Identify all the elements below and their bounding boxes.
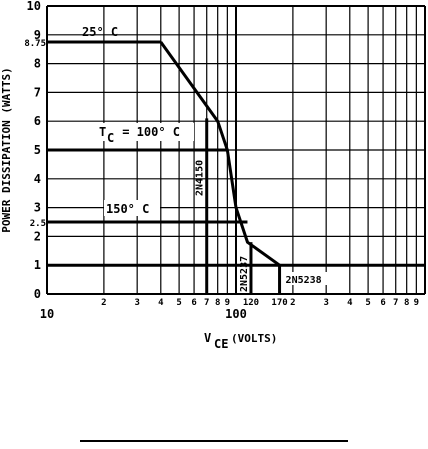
series-line bbox=[159, 41, 281, 267]
y-tick-label: 9 bbox=[34, 28, 41, 42]
x-tick-label: 5 bbox=[365, 298, 370, 308]
y-tick-label: 7 bbox=[34, 85, 41, 99]
x-tick-label: 7 bbox=[393, 298, 398, 308]
x-tick-label: 170 bbox=[271, 298, 287, 308]
y-tick-label: 1 bbox=[34, 258, 41, 272]
label-100c-bg bbox=[96, 123, 194, 141]
y-tick-label: 3 bbox=[34, 201, 41, 215]
x-tick-label: 6 bbox=[191, 298, 196, 308]
y-tick-label: 0 bbox=[34, 287, 41, 301]
y-tick-label: 6 bbox=[34, 114, 41, 128]
device-label-2n5237: 2N5237 bbox=[239, 256, 250, 292]
x-axis-label-v: V bbox=[204, 331, 211, 345]
x-tick-label: 100 bbox=[225, 307, 247, 321]
x-tick-label: 4 bbox=[158, 298, 164, 308]
label-100c-t: T bbox=[99, 125, 106, 139]
x-tick-label: 9 bbox=[414, 298, 419, 308]
y-axis-label: POWER DISSIPATION (WATTS) bbox=[0, 67, 13, 233]
label-25c: 25° C bbox=[82, 25, 118, 39]
series-layer bbox=[47, 40, 425, 267]
label-150c: 150° C bbox=[106, 202, 149, 216]
y-tick-label: 5 bbox=[34, 143, 41, 157]
x-tick-label: 3 bbox=[134, 298, 139, 308]
bottom-rule bbox=[80, 440, 348, 442]
x-tick-label: 10 bbox=[40, 307, 54, 321]
device-label-2n5238: 2N5238 bbox=[286, 275, 322, 286]
y-tick-label: 8.75 bbox=[24, 39, 46, 49]
y-tick-label: 2 bbox=[34, 229, 41, 243]
y-tick-label: 8 bbox=[34, 57, 41, 71]
x-tick-label: 3 bbox=[323, 298, 328, 308]
y-tick-label: 4 bbox=[34, 172, 41, 186]
x-tick-label: 7 bbox=[204, 298, 209, 308]
x-tick-label: 2 bbox=[101, 298, 106, 308]
x-tick-label: 120 bbox=[243, 298, 259, 308]
x-tick-label: 8 bbox=[404, 298, 409, 308]
device-labels: 2N4150 2N5237 2N5238 bbox=[195, 118, 334, 294]
y-tick-label: 10 bbox=[27, 0, 41, 13]
x-axis-label-sub: CE bbox=[214, 337, 228, 351]
grid bbox=[46, 5, 426, 295]
x-tick-label: 5 bbox=[176, 298, 181, 308]
x-axis-label-unit: (VOLTS) bbox=[231, 332, 277, 345]
x-tick-label: 9 bbox=[225, 298, 230, 308]
label-100c-rest: = 100° C bbox=[115, 125, 180, 139]
device-label-2n5238-bg bbox=[283, 272, 334, 285]
x-tick-label: 2 bbox=[290, 298, 295, 308]
x-tick-label: 8 bbox=[215, 298, 220, 308]
y-tick-label: 2.5 bbox=[30, 219, 46, 229]
label-150c-bg bbox=[104, 200, 160, 216]
device-label-2n4150: 2N4150 bbox=[195, 160, 206, 196]
x-tick-label: 4 bbox=[347, 298, 353, 308]
x-tick-label: 6 bbox=[380, 298, 385, 308]
label-100c-sub: C bbox=[107, 131, 114, 145]
